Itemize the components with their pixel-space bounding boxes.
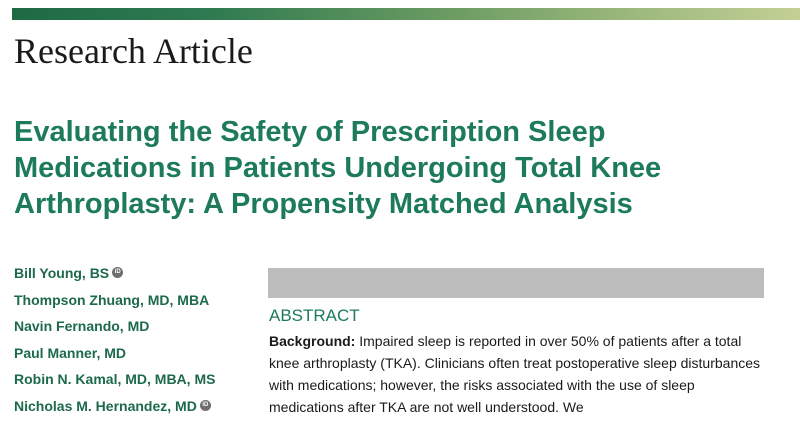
abstract-header-box	[268, 268, 764, 298]
background-label: Background:	[269, 333, 356, 349]
author-name: Paul Manner, MD	[14, 344, 127, 361]
article-title: Evaluating the Safety of Prescription Sl…	[14, 116, 662, 220]
orcid-icon[interactable]: iD	[112, 267, 124, 278]
author-name: Thompson Zhuang, MD, MBA	[14, 291, 210, 308]
header-color-bar	[12, 8, 800, 20]
author-list: Bill Young, BS iD Thompson Zhuang, MD, M…	[14, 264, 215, 424]
author-item: Bill Young, BS iD	[14, 264, 215, 291]
author-item: Navin Fernando, MD	[14, 317, 215, 344]
author-item: Paul Manner, MD	[14, 344, 215, 371]
author-item: Thompson Zhuang, MD, MBA	[14, 291, 215, 318]
background-text: Impaired sleep is reported in over 50% o…	[269, 333, 761, 415]
section-label: Research Article	[14, 31, 253, 71]
abstract-background: Background: Impaired sleep is reported i…	[269, 330, 769, 418]
author-name: Nicholas M. Hernandez, MD	[14, 397, 197, 414]
author-item: Robin N. Kamal, MD, MBA, MS	[14, 370, 215, 397]
author-item: Nicholas M. Hernandez, MD iD	[14, 397, 215, 424]
orcid-icon[interactable]: iD	[199, 399, 211, 411]
author-name: Bill Young, BS	[14, 265, 110, 281]
author-name: Robin N. Kamal, MD, MBA, MS	[14, 371, 216, 388]
abstract-heading: ABSTRACT	[269, 306, 360, 325]
author-name: Navin Fernando, MD	[14, 318, 150, 335]
